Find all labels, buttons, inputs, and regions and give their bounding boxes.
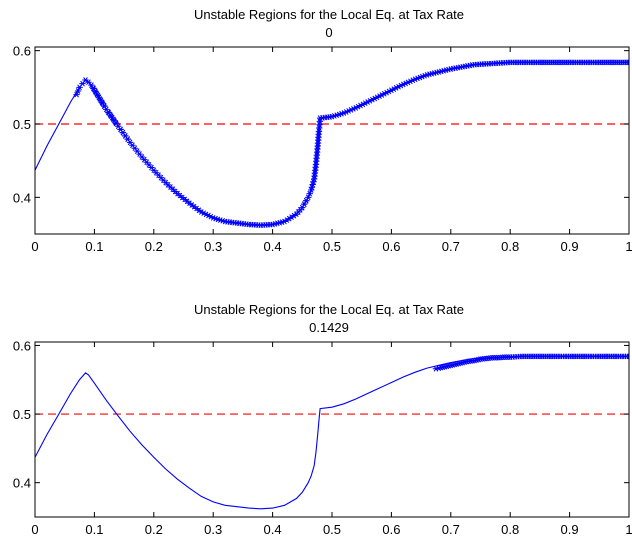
x-tick-label: 0.3: [204, 239, 222, 254]
x-tick-label: 0.8: [501, 522, 519, 537]
x-tick-label: 1: [625, 522, 632, 537]
data-point-marker: [352, 105, 359, 111]
data-point-marker: [131, 145, 138, 152]
x-tick-label: 0.9: [561, 522, 579, 537]
data-point-marker: [369, 96, 376, 103]
data-point-marker: [133, 148, 141, 154]
x-tick-label: 0: [31, 522, 38, 537]
data-point-marker: [79, 80, 86, 87]
subplot-2: Unstable Regions for the Local Eq. at Ta…: [13, 302, 632, 537]
x-tick-label: 0.6: [382, 239, 400, 254]
data-point-marker: [305, 194, 312, 201]
chart-title: Unstable Regions for the Local Eq. at Ta…: [194, 302, 464, 317]
axes-box: [34, 341, 630, 518]
x-tick-label: 0.2: [145, 239, 163, 254]
data-point-marker: [388, 87, 395, 94]
data-point-marker: [202, 211, 210, 218]
data-point-marker: [126, 139, 134, 146]
x-tick-label: 0.3: [204, 522, 222, 537]
chart-title: Unstable Regions for the Local Eq. at Ta…: [194, 7, 464, 22]
data-point-marker: [73, 91, 80, 98]
chart-subtitle: 0.1429: [309, 320, 349, 335]
data-point-marker: [376, 93, 383, 99]
data-point-marker: [205, 212, 212, 219]
series-markers: [73, 59, 629, 229]
x-tick-label: 0.2: [145, 522, 163, 537]
data-point-marker: [625, 353, 629, 360]
data-point-marker: [366, 97, 374, 104]
data-point-marker: [373, 94, 381, 101]
x-tick-label: 0.1: [85, 239, 103, 254]
data-point-marker: [395, 83, 402, 90]
data-point-marker: [357, 102, 364, 109]
y-tick-label: 0.6: [13, 338, 31, 353]
plot-area: [35, 353, 629, 510]
data-point-marker: [381, 90, 388, 97]
y-tick-label: 0.5: [13, 117, 31, 132]
series-line: [35, 61, 629, 226]
x-tick-label: 0.5: [323, 522, 341, 537]
data-point-marker: [625, 59, 629, 66]
y-tick-label: 0.4: [13, 476, 31, 491]
data-point-marker: [200, 210, 207, 217]
data-point-marker: [385, 88, 393, 95]
y-tick-label: 0.6: [13, 44, 31, 59]
x-tick-label: 0.5: [323, 239, 341, 254]
data-point-marker: [303, 197, 310, 204]
data-point-marker: [85, 79, 92, 86]
y-tick-label: 0.4: [13, 190, 31, 205]
chart-subtitle: 0: [325, 25, 332, 40]
data-point-marker: [301, 201, 308, 208]
data-point-marker: [383, 89, 390, 96]
data-point-marker: [392, 85, 400, 91]
x-tick-label: 0.9: [561, 239, 579, 254]
series-markers: [432, 353, 629, 372]
data-point-marker: [198, 209, 205, 215]
data-point-marker: [207, 213, 215, 220]
data-point-marker: [119, 129, 127, 136]
plot-area: [35, 59, 629, 229]
series-line: [35, 355, 629, 510]
data-point-marker: [397, 82, 405, 89]
data-point-marker: [124, 136, 131, 142]
data-point-marker: [122, 133, 129, 139]
data-point-marker: [359, 101, 367, 108]
x-tick-label: 0.7: [442, 522, 460, 537]
data-point-marker: [364, 99, 371, 105]
x-tick-label: 0.1: [85, 522, 103, 537]
data-point-marker: [371, 95, 378, 102]
subplot-1: Unstable Regions for the Local Eq. at Ta…: [13, 7, 632, 254]
axes-box: [34, 46, 630, 235]
x-tick-label: 0.4: [264, 239, 282, 254]
data-point-marker: [74, 88, 82, 94]
x-tick-label: 1: [625, 239, 632, 254]
y-tick-label: 0.5: [13, 407, 31, 422]
data-point-marker: [306, 190, 313, 197]
x-tick-label: 0: [31, 239, 38, 254]
data-point-marker: [354, 103, 362, 110]
data-point-marker: [129, 142, 136, 149]
data-point-marker: [390, 86, 397, 92]
data-point-marker: [362, 100, 369, 107]
x-tick-label: 0.6: [382, 522, 400, 537]
data-point-marker: [136, 151, 143, 157]
x-tick-label: 0.4: [264, 522, 282, 537]
x-tick-label: 0.7: [442, 239, 460, 254]
data-point-marker: [117, 126, 124, 133]
data-point-marker: [378, 92, 386, 98]
x-tick-label: 0.8: [501, 239, 519, 254]
